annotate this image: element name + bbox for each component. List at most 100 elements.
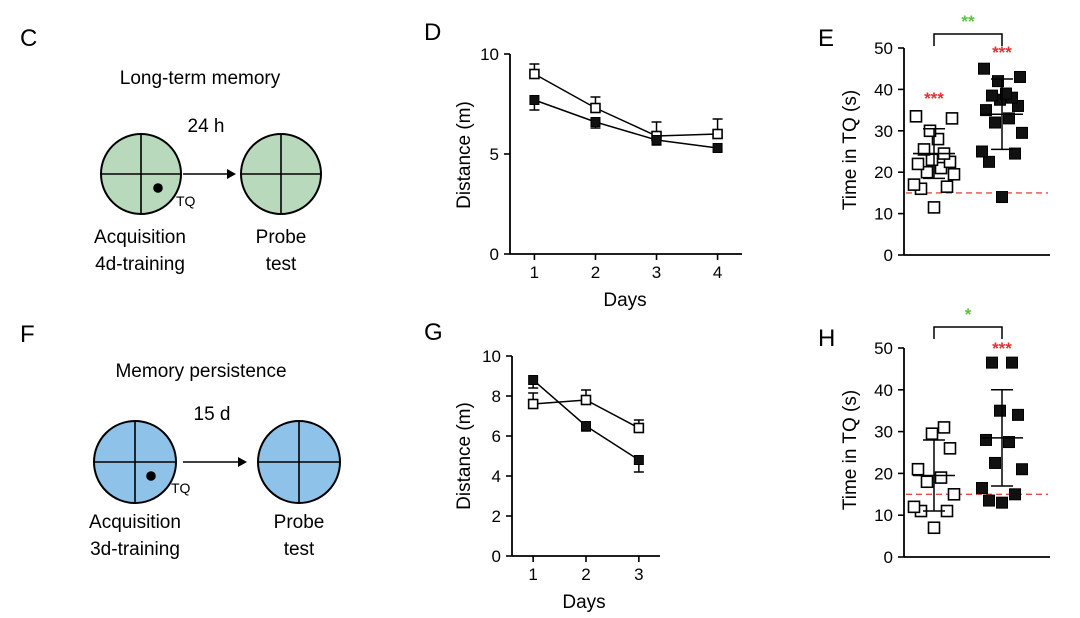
panel-d-chart: D Distance (m) Days 0 5 10 1 2 3 4 [424,19,742,311]
panel-c-left-label-line2: 4d-training [95,254,185,275]
data-point-filled [581,421,591,431]
panel-g-ylabel: Distance (m) [454,402,475,510]
data-point-open [911,157,925,171]
y-tick-label: 5 [490,145,499,164]
data-point-open [925,153,939,167]
data-point-filled [996,496,1008,509]
data-point-filled [983,155,995,168]
x-tick-label: 1 [530,263,539,282]
panel-letter-d: D [424,19,441,46]
panel-f-right-label-line1: Probe [274,512,325,533]
data-point-filled [590,117,601,127]
y-tick-label: 10 [874,506,893,525]
data-point-open [580,394,592,406]
y-tick-label: 20 [874,464,893,483]
y-tick-label: 0 [492,547,501,566]
panel-c-schematic: C Long-term memory 24 h TQ Acquisition 4… [20,25,322,275]
data-point-open [527,398,539,410]
panel-letter-e: E [818,25,834,52]
y-tick-label: 30 [874,423,893,442]
y-tick-label: 2 [492,507,501,526]
data-point-filled [1012,408,1024,421]
data-point-filled [529,95,540,105]
panel-f-arrow [183,457,247,467]
data-point-open [931,132,945,146]
y-tick-label: 40 [874,381,893,400]
y-tick-label: 40 [874,80,893,99]
panel-f-left-label-line2: 3d-training [90,539,180,560]
data-point-filled [1009,147,1021,160]
data-point-filled [980,104,992,117]
data-point-open [934,471,948,484]
data-point-open [947,487,961,501]
panel-d-ylabel: Distance (m) [454,101,475,209]
comparison-stars: ** [961,12,975,31]
panel-c-interval: 24 h [188,116,225,137]
arrow-right-icon [227,169,236,179]
significance-stars: *** [992,43,1012,62]
data-point-filled [1009,488,1021,501]
data-point-open [940,180,954,193]
comparison-bracket [933,33,1003,46]
data-point-open [923,124,937,138]
y-tick-label: 20 [874,163,893,182]
significance-stars: *** [924,89,944,108]
x-tick-label: 2 [581,565,590,584]
data-point-filled [1003,436,1015,449]
data-point-open [633,422,645,434]
data-point-open [927,201,941,214]
data-point-filled [1003,112,1015,125]
panel-e-ylabel: Time in TQ (s) [840,90,861,210]
data-point-open [927,521,941,535]
y-tick-label: 30 [874,122,893,141]
y-tick-label: 10 [874,205,893,224]
panel-f-schematic: F Memory persistence 15 d TQ Acquisition… [20,321,341,560]
y-tick-label: 50 [874,339,893,358]
data-point-filled [989,456,1001,469]
panel-f-left-label-line1: Acquisition [89,512,181,533]
data-point-filled [992,75,1004,88]
data-point-open [920,475,934,489]
panel-f-probe-pool [257,420,341,504]
x-tick-label: 1 [528,565,537,584]
panel-letter-c: C [20,25,37,52]
data-point-filled [712,143,723,153]
data-point-filled [1016,463,1028,476]
y-tick-label: 6 [492,427,501,446]
y-tick-label: 10 [480,45,499,64]
platform-icon [146,471,156,481]
data-point-open [712,128,723,140]
x-tick-label: 3 [634,565,643,584]
panel-c-right-label-line2: test [266,254,297,275]
panel-c-acquisition-pool [100,133,182,215]
panel-f-acquisition-pool [93,420,177,504]
data-point-filled [651,135,662,145]
panel-d-xlabel: Days [603,290,646,311]
panel-c-right-label-line1: Probe [256,227,307,248]
y-tick-label: 0 [490,245,499,264]
arrow-right-icon [238,457,247,467]
data-point-open [911,462,925,476]
panel-letter-g: G [424,319,443,346]
x-tick-label: 4 [713,263,722,282]
panel-c-arrow [183,169,236,179]
x-tick-label: 2 [591,263,600,282]
data-point-filled [976,145,988,158]
panel-c-title: Long-term memory [120,68,281,89]
panel-f-title: Memory persistence [115,361,286,382]
significance-stars: *** [992,339,1012,358]
data-point-filled [980,433,992,446]
data-point-open [937,421,951,434]
data-point-filled [976,482,988,495]
panel-c-left-label-line1: Acquisition [94,227,186,248]
panel-h-ylabel: Time in TQ (s) [840,390,861,510]
data-point-filled [1016,126,1028,139]
data-point-open [943,442,957,455]
data-point-open [909,110,923,123]
y-tick-label: 8 [492,387,501,406]
panel-d-plot: 0 5 10 1 2 3 4 [480,45,742,282]
